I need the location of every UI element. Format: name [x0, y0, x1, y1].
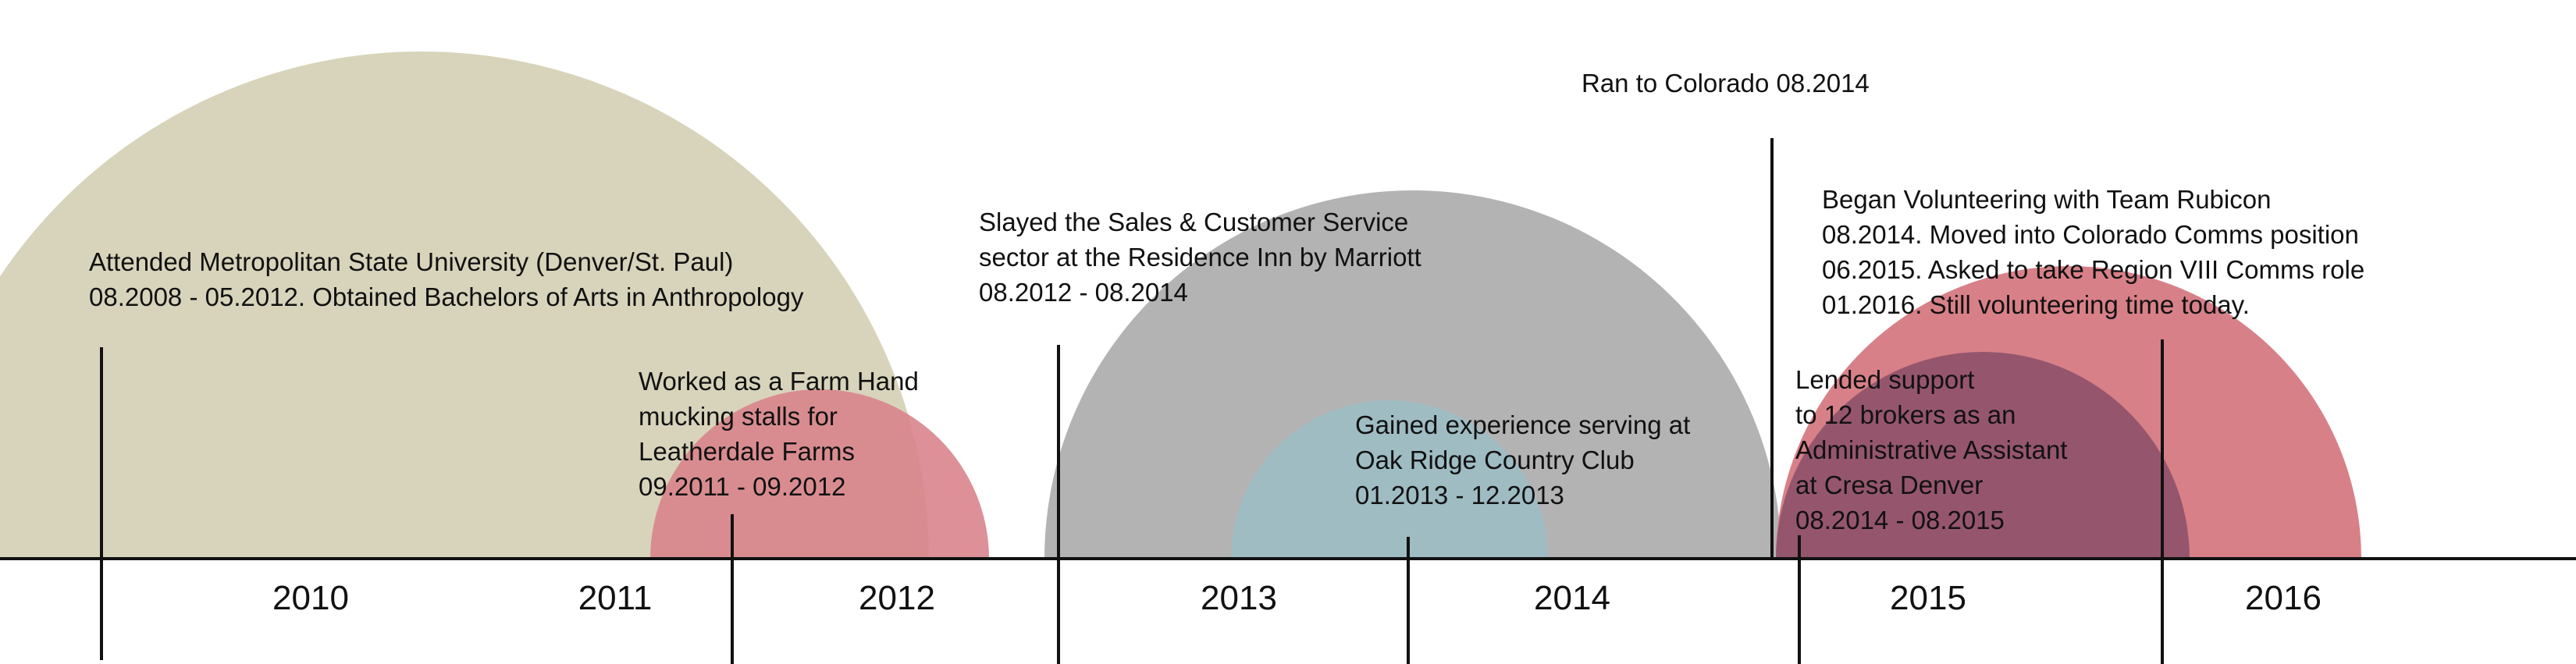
- annotation-line: Attended Metropolitan State University (…: [89, 247, 734, 276]
- year-label-2013: 2013: [1201, 579, 1277, 617]
- annotation-line: to 12 brokers as an: [1795, 400, 2016, 429]
- annotation-line: 08.2012 - 08.2014: [979, 278, 1188, 307]
- annotation-line: Worked as a Farm Hand: [639, 367, 919, 396]
- annotation-line: 01.2016. Still volunteering time today.: [1822, 290, 2250, 319]
- annotation-line: mucking stalls for: [639, 402, 838, 431]
- annotation-line: 06.2015. Asked to take Region VIII Comms…: [1822, 255, 2365, 284]
- annotation-line: Leatherdale Farms: [639, 437, 855, 466]
- annotation-line: 09.2011 - 09.2012: [639, 472, 846, 501]
- year-label-2010: 2010: [272, 579, 349, 617]
- annotation-line: Began Volunteering with Team Rubicon: [1822, 185, 2272, 214]
- annotation-line: Oak Ridge Country Club: [1355, 446, 1635, 474]
- university-span: [0, 51, 929, 559]
- annotation-line: at Cresa Denver: [1795, 470, 1984, 499]
- year-label-2014: 2014: [1534, 579, 1610, 617]
- colorado-annotation: Ran to Colorado 08.2014: [1582, 66, 1870, 101]
- annotation-line: 08.2014 - 08.2015: [1795, 506, 2005, 534]
- farm-annotation: Worked as a Farm Hand mucking stalls for…: [639, 364, 919, 504]
- annotation-line: 08.2008 - 05.2012. Obtained Bachelors of…: [89, 282, 804, 311]
- year-label-2016: 2016: [2245, 579, 2322, 617]
- oak-ridge-annotation: Gained experience serving at Oak Ridge C…: [1355, 407, 1690, 513]
- farm-span: [650, 389, 989, 559]
- year-label-2011: 2011: [578, 579, 653, 617]
- year-label-2012: 2012: [859, 579, 935, 617]
- cresa-span: [1776, 352, 2190, 559]
- annotation-line: Gained experience serving at: [1355, 410, 1691, 439]
- annotation-line: 01.2013 - 12.2013: [1355, 481, 1564, 510]
- year-label-2015: 2015: [1890, 579, 1966, 617]
- rubicon-annotation: Began Volunteering with Team Rubicon 08.…: [1822, 182, 2364, 322]
- annotation-line: Slayed the Sales & Customer Service: [979, 208, 1409, 236]
- annotation-line: sector at the Residence Inn by Marriott: [979, 243, 1421, 272]
- residence-inn-annotation: Slayed the Sales & Customer Service sect…: [979, 204, 1421, 310]
- annotation-line: Lended support: [1795, 365, 1975, 394]
- oak-ridge-span: [1231, 400, 1548, 559]
- university-annotation: Attended Metropolitan State University (…: [89, 244, 803, 314]
- annotation-line: Administrative Assistant: [1795, 435, 2068, 464]
- annotation-line: 08.2014. Moved into Colorado Comms posit…: [1822, 220, 2359, 249]
- residence-inn-span: [1044, 190, 1781, 559]
- cresa-annotation: Lended support to 12 brokers as an Admin…: [1795, 362, 2067, 538]
- annotation-line: Ran to Colorado 08.2014: [1582, 69, 1870, 98]
